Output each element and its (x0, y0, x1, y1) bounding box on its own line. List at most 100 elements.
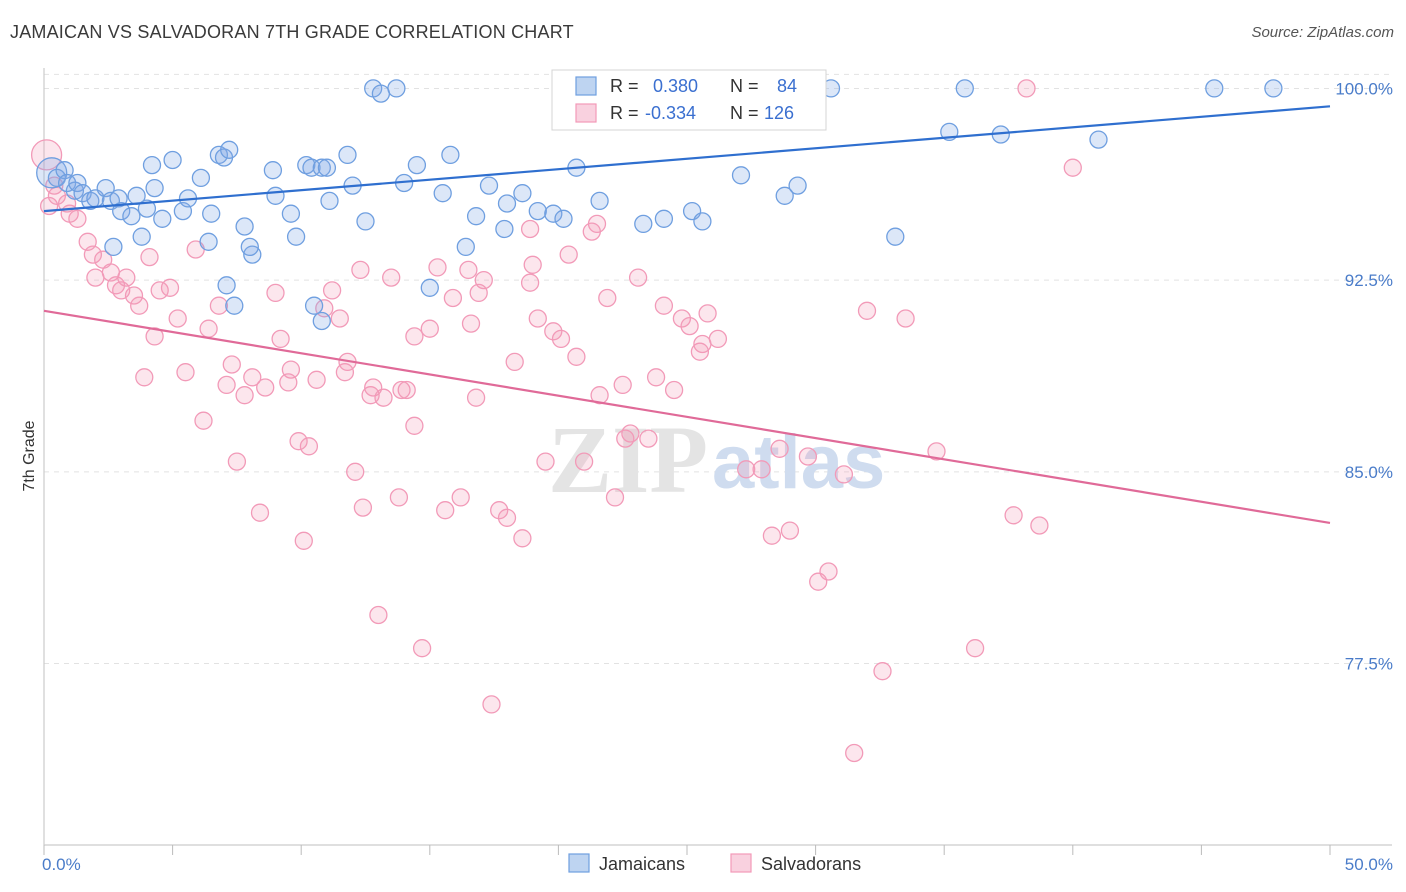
salvadorans-point-14 (124, 286, 144, 305)
series-legend: Jamaicans Salvadorans (568, 853, 861, 874)
salvadorans-point-32 (250, 503, 270, 522)
salvadorans-point-80 (613, 375, 632, 395)
salvadorans-point-73 (559, 245, 578, 264)
salvadorans-point-20 (160, 278, 180, 297)
salvadorans-point-66 (505, 352, 524, 372)
x-tick-label-1: 50.0% (1345, 855, 1393, 874)
y-tick-labels: 100.0% 92.5% 85.0% 77.5% (1335, 79, 1393, 673)
salvadorans-point-31 (243, 368, 262, 387)
legend-n-value-1: 84 (777, 76, 797, 96)
salvadorans-point-50 (382, 268, 401, 287)
salvadorans-point-17 (140, 247, 159, 267)
salvadorans-point-83 (639, 429, 658, 448)
jamaicans-point-15 (132, 227, 151, 246)
series-legend-salvadorans: Salvadorans (761, 854, 861, 874)
salvadorans-point-90 (698, 304, 717, 323)
watermark-zip: ZIP (548, 406, 708, 513)
salvadorans-point-48 (369, 605, 388, 625)
jamaicans-point-59 (554, 209, 573, 228)
jamaicans-point-81 (225, 296, 244, 315)
salvadorans-point-24 (194, 411, 213, 430)
salvadorans-point-59 (451, 488, 470, 507)
salvadorans-point-69 (528, 309, 547, 328)
stats-legend-frame (551, 69, 827, 131)
salvadorans-point-52 (397, 380, 416, 400)
salvadorans-point-115 (364, 378, 383, 397)
salvadorans-point-96 (770, 439, 789, 458)
salvadorans-point-18 (145, 327, 164, 346)
salvadorans-point-124 (523, 255, 542, 274)
salvadorans-points (30, 79, 1082, 763)
salvadorans-point-25 (199, 319, 218, 338)
jamaicans-point-49 (407, 155, 427, 175)
salvadorans-point-88 (680, 316, 699, 336)
jamaicans-point-48 (420, 278, 439, 297)
jamaicans-point-47 (441, 145, 460, 165)
jamaicans-point-20 (163, 150, 182, 170)
salvadorans-point-100 (819, 562, 838, 581)
salvadorans-point-74 (567, 347, 586, 366)
jamaicans-point-40 (320, 191, 339, 211)
y-tick-label-3: 77.5% (1345, 655, 1393, 674)
jamaicans-point-44 (371, 84, 391, 103)
salvadorans-point-102 (857, 301, 877, 320)
salvadorans-point-84 (646, 368, 666, 387)
jamaicans-trend-line (43, 105, 1331, 213)
salvadorans-point-33 (256, 378, 275, 397)
legend-r-value-2: -0.334 (645, 103, 696, 123)
x-tick-labels: 0.0% 50.0% (42, 855, 1393, 874)
jamaicans-point-28 (235, 217, 254, 236)
salvadorans-point-45 (346, 462, 365, 481)
jamaicans-point-78 (199, 232, 218, 251)
salvadorans-point-5 (68, 209, 87, 228)
salvadorans-point-27 (217, 375, 236, 395)
salvadorans-point-28 (222, 355, 241, 374)
y-axis-label: 7th Grade (21, 420, 38, 491)
series-legend-swatch-salvadorans (730, 853, 752, 873)
jamaicans-point-23 (191, 168, 211, 188)
jamaicans-point-53 (479, 176, 499, 195)
salvadorans-point-15 (130, 296, 149, 315)
salvadorans-point-119 (616, 429, 635, 448)
legend-n-value-2: 126 (764, 103, 794, 123)
jamaicans-point-76 (1205, 79, 1224, 98)
jamaicans-point-63 (634, 214, 653, 234)
salvadorans-point-57 (436, 501, 455, 520)
jamaicans-point-82 (304, 296, 324, 315)
salvadorans-point-97 (780, 521, 800, 540)
legend-r-value-1: 0.380 (653, 76, 698, 96)
jamaicans-point-51 (456, 237, 475, 257)
salvadorans-point-85 (654, 296, 674, 315)
jamaicans-point-56 (513, 184, 532, 203)
salvadorans-point-39 (299, 437, 319, 456)
jamaicans-point-42 (356, 212, 375, 231)
salvadorans-point-54 (412, 639, 432, 658)
salvadorans-point-125 (39, 196, 59, 216)
axes (43, 68, 1392, 846)
jamaicans-point-32 (266, 186, 285, 205)
chart-title: JAMAICAN VS SALVADORAN 7TH GRADE CORRELA… (10, 22, 574, 42)
x-ticks (43, 845, 1331, 855)
salvadorans-point-56 (428, 258, 447, 277)
salvadorans-point-111 (845, 743, 864, 763)
salvadorans-point-91 (708, 329, 728, 349)
jamaicans-point-67 (731, 166, 751, 185)
jamaicans-point-18 (145, 178, 164, 198)
jamaicans-point-16 (137, 199, 157, 218)
trend-lines (43, 105, 1331, 525)
salvadorans-point-37 (289, 432, 308, 451)
jamaicans-point-25 (209, 145, 229, 165)
salvadorans-point-116 (279, 373, 298, 392)
salvadorans-point-29 (227, 452, 247, 471)
jamaicans-point-79 (104, 237, 123, 257)
jamaicans-point-45 (387, 79, 406, 98)
salvadorans-point-30 (235, 386, 254, 405)
salvadorans-point-75 (574, 452, 594, 471)
jamaicans-point-31 (263, 161, 283, 180)
salvadorans-point-55 (420, 319, 439, 338)
jamaicans-point-57 (528, 201, 547, 221)
salvadorans-point-95 (762, 526, 782, 545)
salvadorans-point-16 (135, 368, 154, 387)
jamaicans-point-3 (57, 173, 77, 193)
